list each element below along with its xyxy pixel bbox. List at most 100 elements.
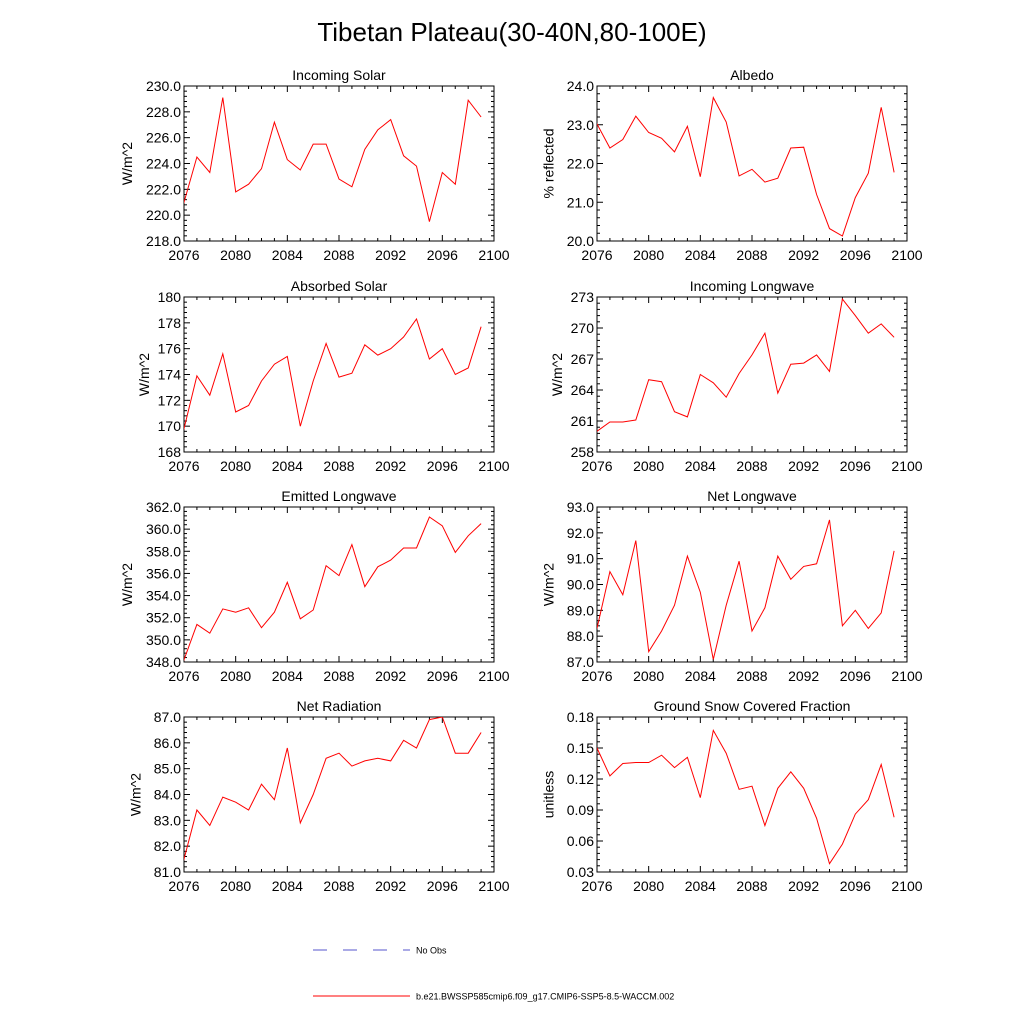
y-tick-label: 87.0 [567,654,594,670]
panel-title: Incoming Solar [292,67,386,83]
x-tick-label: 2076 [581,247,612,263]
panel-net-longwave: Net Longwave 2076 2080 2084 2088 2092 2096 2100… [540,488,922,684]
x-tick-label: 2096 [427,668,458,684]
x-tick-label: 2080 [633,458,664,474]
y-tick-label: 0.12 [567,771,594,787]
x-tick-label: 2084 [272,247,303,263]
y-tick-label: 224.0 [146,156,181,172]
y-axis-label: W/m^2 [549,353,565,396]
y-tick-label: 352.0 [146,610,181,626]
series-line-ground-snow-covered-fraction [597,728,895,865]
x-tick-label: 2088 [736,458,767,474]
y-tick-label: 0.09 [567,802,594,818]
x-tick-label: 2084 [685,458,716,474]
x-tick-label: 2092 [788,458,819,474]
x-tick-label: 2096 [840,668,871,684]
panel-absorbed-solar: Absorbed Solar 2076 2080 2084 2088 2092 2096 21… [136,278,510,474]
plot-frame [183,296,495,453]
x-tick-label: 2096 [840,247,871,263]
y-tick-label: 220.0 [146,207,181,223]
y-tick-label: 360.0 [146,521,181,537]
y-tick-label: 273 [571,289,595,305]
x-tick-label: 2080 [633,668,664,684]
x-tick-label: 2088 [736,668,767,684]
x-tick-label: 2088 [323,458,354,474]
y-tick-label: 362.0 [146,499,181,515]
x-tick-label: 2076 [581,878,612,894]
series-line-albedo [597,96,895,237]
x-tick-label: 2100 [478,247,509,263]
y-tick-label: 0.18 [567,709,594,725]
y-axis-label: % reflected [540,128,556,198]
x-tick-label: 2084 [272,668,303,684]
panel-title: Net Longwave [707,488,797,504]
panel-net-radiation: Net Radiation 2076 2080 2084 2088 2092 2096 210… [127,698,509,894]
y-tick-label: 81.0 [154,864,181,880]
y-tick-label: 222.0 [146,181,181,197]
x-tick-label: 2080 [220,668,251,684]
y-tick-label: 92.0 [567,525,594,541]
x-tick-label: 2084 [685,878,716,894]
x-tick-label: 2080 [220,458,251,474]
y-tick-label: 170 [158,418,182,434]
series-line-incoming-longwave [597,297,895,432]
y-tick-label: 21.0 [567,194,594,210]
x-tick-label: 2100 [478,458,509,474]
x-tick-label: 2092 [788,878,819,894]
x-tick-label: 2080 [220,878,251,894]
x-tick-label: 2076 [168,878,199,894]
y-tick-label: 348.0 [146,654,181,670]
y-tick-label: 258 [571,444,595,460]
y-tick-label: 24.0 [567,78,594,94]
x-tick-label: 2096 [427,458,458,474]
x-tick-label: 2084 [685,668,716,684]
y-tick-label: 0.15 [567,740,594,756]
y-tick-label: 91.0 [567,551,594,567]
x-tick-label: 2084 [685,247,716,263]
plot-frame [596,506,908,663]
x-tick-label: 2076 [581,458,612,474]
y-tick-label: 356.0 [146,565,181,581]
series-line-net-longwave [597,519,895,660]
y-tick-label: 85.0 [154,761,181,777]
x-tick-label: 2092 [788,247,819,263]
y-tick-label: 84.0 [154,787,181,803]
y-tick-label: 20.0 [567,233,594,249]
x-tick-label: 2092 [375,878,406,894]
y-tick-label: 178 [158,315,182,331]
x-tick-label: 2092 [375,458,406,474]
x-tick-label: 2080 [220,247,251,263]
panel-emitted-longwave: Emitted Longwave 2076 2080 2084 2088 2092 2096… [119,488,510,684]
x-tick-label: 2096 [427,247,458,263]
plot-frame [183,716,495,873]
y-tick-label: 358.0 [146,543,181,559]
panel-incoming-longwave: Incoming Longwave 2076 2080 2084 2088 2092 209… [549,278,923,474]
panel-title: Absorbed Solar [291,278,388,294]
legend-label-no-obs: No Obs [416,946,447,956]
y-axis-label: W/m^2 [119,563,135,606]
y-axis-label: W/m^2 [119,142,135,185]
legend-label-model: b.e21.BWSSP585cmip6.f09_g17.CMIP6-SSP5-8… [416,992,674,1002]
y-tick-label: 270 [571,320,595,336]
y-axis-label: W/m^2 [136,353,152,396]
x-tick-label: 2088 [736,247,767,263]
y-tick-label: 88.0 [567,628,594,644]
y-tick-label: 230.0 [146,78,181,94]
y-tick-label: 218.0 [146,233,181,249]
x-tick-label: 2100 [891,247,922,263]
x-tick-label: 2100 [478,668,509,684]
y-tick-label: 226.0 [146,130,181,146]
x-tick-label: 2088 [323,668,354,684]
panel-ground-snow-covered-fraction: Ground Snow Covered Fraction 2076 2080 2084… [540,698,922,894]
x-tick-label: 2084 [272,878,303,894]
x-tick-label: 2096 [427,878,458,894]
x-tick-label: 2100 [478,878,509,894]
panel-title: Emitted Longwave [281,488,396,504]
legend: No Obs b.e21.BWSSP585cmip6.f09_g17.CMIP6… [313,946,674,1002]
x-tick-label: 2076 [168,668,199,684]
y-tick-label: 264 [571,382,595,398]
x-tick-label: 2080 [633,247,664,263]
y-axis-label: W/m^2 [540,563,556,606]
